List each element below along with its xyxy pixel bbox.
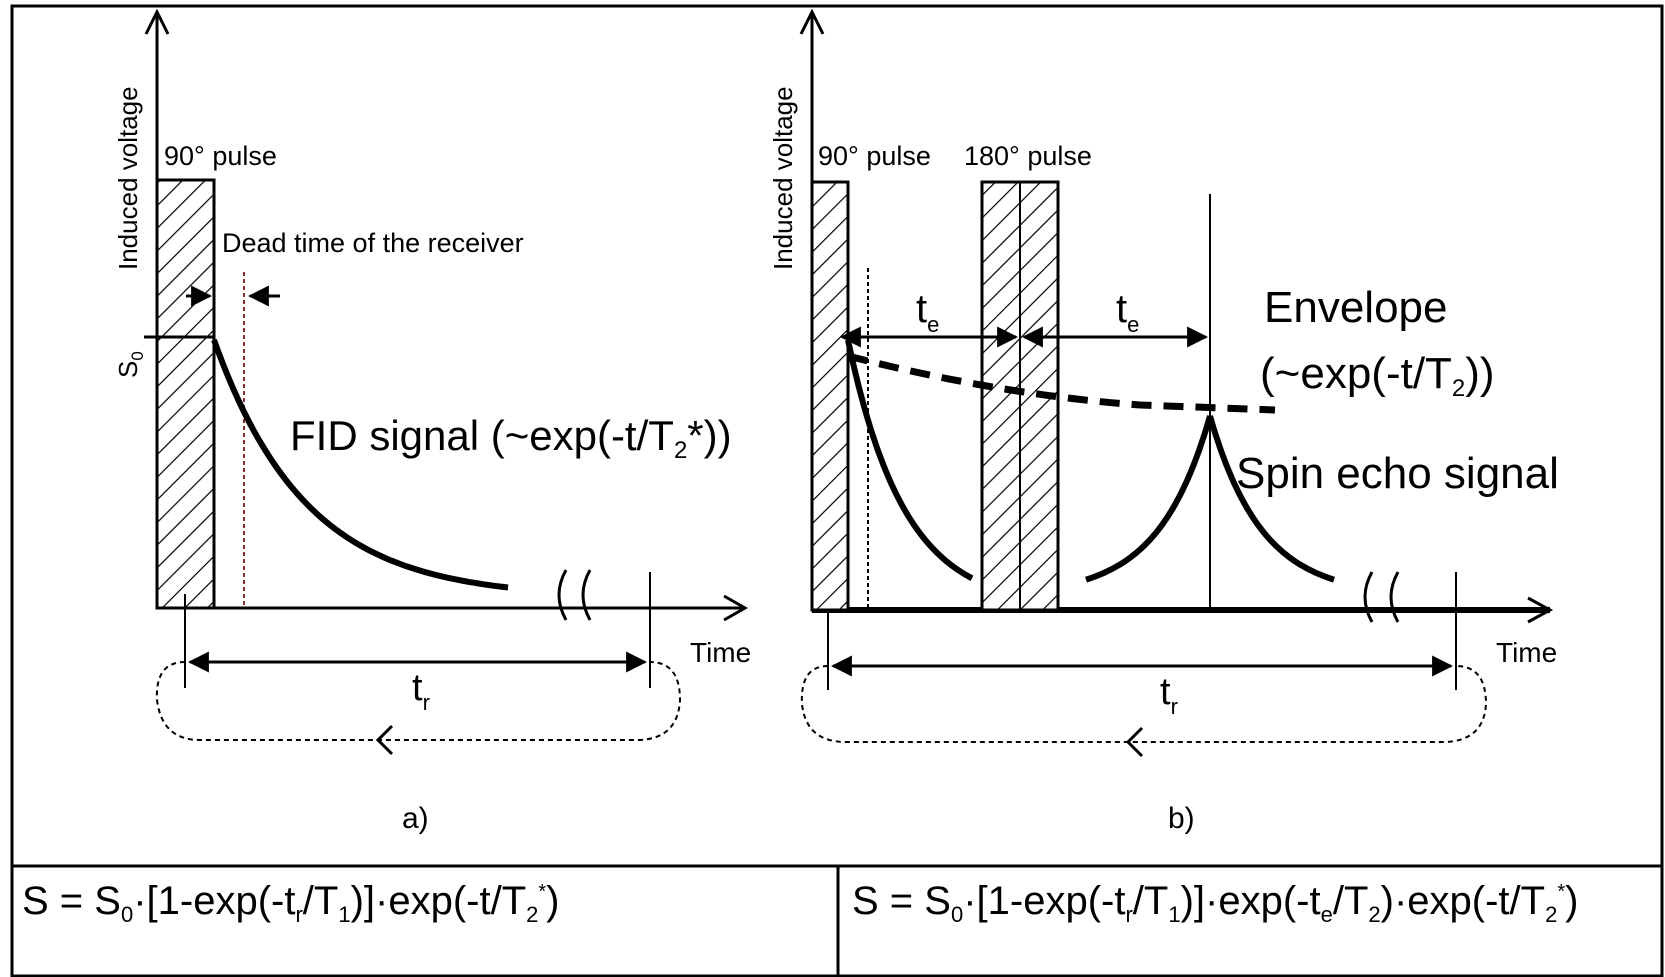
panel-b-axis-break [1363, 571, 1400, 623]
panel-b-echo-rise-curve [1085, 415, 1213, 583]
panel-b-repeat-loop [800, 665, 1488, 743]
panel-b-pulse-90 [810, 180, 850, 612]
panel-b-te-label-2: te [1116, 287, 1139, 337]
panel-a-tr-label: tr [412, 667, 430, 715]
panel-a-axis-break [557, 569, 592, 621]
panel-a-fid-curve [211, 338, 509, 591]
panel-a-pulse-90 [155, 178, 216, 610]
panel-b-pulse90-label: 90° pulse [818, 141, 931, 171]
panel-b-fid-curve [845, 339, 974, 581]
panel-a-y-axis-label: Induced voltage [113, 86, 143, 270]
panel-b-x-axis-label: Time [1496, 637, 1557, 668]
panel-b-y-arrowhead [799, 8, 825, 35]
formula-a: S = S0·[1-exp(-tr/T1)]·exp(-t/T2*) [22, 879, 560, 927]
formula-b: S = S0·[1-exp(-tr/T1)]·exp(-te/T2)·exp(-… [852, 879, 1578, 927]
panel-b-spin-echo-label: Spin echo signal [1236, 449, 1559, 498]
panel-b-y-axis-label: Induced voltage [768, 86, 798, 270]
panel-a-x-arrowhead [723, 594, 749, 622]
panel-b-repeat-arrowhead [1125, 726, 1144, 758]
panel-a-s0-label: S0 [113, 351, 147, 378]
panel-a-fid-label: FID signal (~exp(-t/T2*)) [290, 412, 732, 464]
panel-a-dead-time-label: Dead time of the receiver [222, 228, 524, 258]
panel-b-envelope-curve [847, 352, 1276, 414]
panel-b: Induced voltage Time 90° pulse 180° puls… [768, 8, 1559, 835]
panel-a-y-arrowhead [144, 8, 170, 35]
panel-b-envelope-line2: (~exp(-t/T2)) [1260, 349, 1495, 402]
panel-a-repeat-loop [155, 661, 682, 741]
panel-a-pulse-label: 90° pulse [164, 141, 277, 171]
panel-b-envelope-line1: Envelope [1264, 283, 1447, 332]
panel-b-te-label-1: te [916, 287, 939, 337]
panel-a-repeat-arrowhead [375, 724, 394, 756]
panel-b-pulse180-label: 180° pulse [964, 141, 1092, 171]
panel-b-caption: b) [1168, 802, 1195, 835]
panel-b-tr-label: tr [1160, 671, 1178, 719]
panel-b-echo-fall-curve [1207, 415, 1335, 583]
panel-a: Induced voltage Time 90° pulse S0 Dead t… [113, 8, 751, 835]
panel-b-x-arrowhead [1527, 596, 1554, 624]
panel-a-x-axis-label: Time [690, 637, 751, 668]
panel-a-caption: a) [402, 802, 429, 835]
